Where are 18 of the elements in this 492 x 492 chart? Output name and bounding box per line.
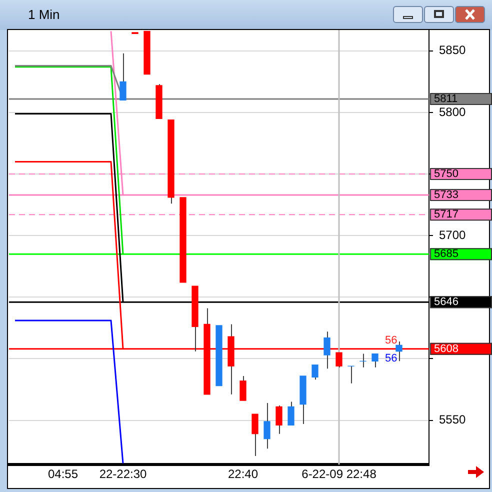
y-tick-label: 5550 [439, 412, 466, 427]
x-tick-label: 22:40 [228, 467, 258, 482]
chart-title: 1 Min [28, 7, 60, 22]
ref-line-label: 5811 [434, 92, 458, 105]
y-tick-label: 5850 [439, 43, 466, 58]
x-tick-label: 04:55 [48, 467, 78, 482]
ref-line-label: 5646 [434, 296, 458, 308]
y-tick-label: 5700 [439, 228, 466, 242]
annotation: 56 [385, 352, 398, 365]
ref-line-label: 5750 [434, 168, 458, 180]
ref-line-label: 5608 [434, 342, 458, 355]
y-tick-label: 5800 [439, 104, 466, 119]
x-tick-label: 6-22-09 22:48 [302, 467, 377, 482]
x-tick-label: 22-22:30 [99, 467, 148, 482]
annotation: 56 [385, 334, 398, 347]
ref-line-label: 5685 [434, 248, 458, 260]
ref-line-label: 5733 [434, 189, 458, 202]
ref-line-label: 5717 [434, 208, 458, 221]
